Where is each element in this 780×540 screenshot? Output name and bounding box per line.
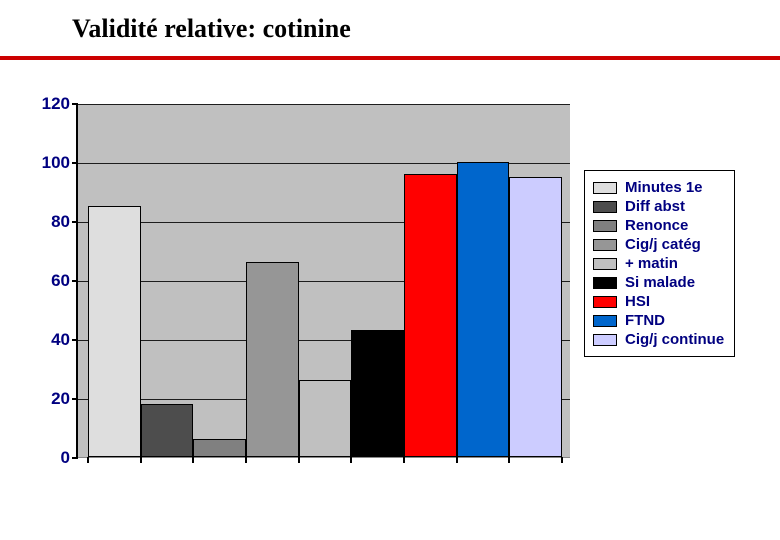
ytick-mark [72,221,78,223]
bar-chart: 020406080100120 [68,96,578,466]
legend-row: + matin [593,255,724,272]
xtick-mark [245,457,247,463]
plot-area: 020406080100120 [76,104,570,458]
legend-label: Minutes 1e [625,179,703,196]
legend-label: Renonce [625,217,688,234]
legend-swatch [593,277,617,289]
legend-swatch [593,258,617,270]
bar [88,206,141,457]
slide: Validité relative: cotinine 020406080100… [0,0,780,540]
bar [141,404,194,457]
xtick-mark [350,457,352,463]
ytick-mark [72,457,78,459]
ytick-mark [72,398,78,400]
xtick-mark [403,457,405,463]
bar [457,162,510,457]
legend-swatch [593,182,617,194]
title-rule [0,56,780,60]
bar [351,330,404,457]
legend-swatch [593,220,617,232]
ytick-mark [72,103,78,105]
legend: Minutes 1e Diff abst Renonce Cig/j catég + m… [584,170,735,357]
legend-swatch [593,315,617,327]
gridline [78,104,570,105]
legend-row: Minutes 1e [593,179,724,196]
ytick-mark [72,280,78,282]
legend-row: Diff abst [593,198,724,215]
legend-label: + matin [625,255,678,272]
bar [193,439,246,457]
bar [404,174,457,457]
ytick-mark [72,162,78,164]
legend-row: FTND [593,312,724,329]
legend-row: Cig/j catég [593,236,724,253]
xtick-mark [561,457,563,463]
xtick-mark [508,457,510,463]
bar [509,177,562,457]
legend-swatch [593,239,617,251]
legend-swatch [593,296,617,308]
legend-label: Si malade [625,274,695,291]
bar [246,262,299,457]
xtick-mark [140,457,142,463]
legend-row: HSI [593,293,724,310]
legend-label: FTND [625,312,665,329]
legend-swatch [593,334,617,346]
legend-swatch [593,201,617,213]
legend-label: HSI [625,293,650,310]
xtick-mark [456,457,458,463]
legend-row: Renonce [593,217,724,234]
ytick-mark [72,339,78,341]
legend-row: Cig/j continue [593,331,724,348]
legend-label: Diff abst [625,198,685,215]
legend-row: Si malade [593,274,724,291]
xtick-mark [298,457,300,463]
xtick-mark [192,457,194,463]
bar [299,380,352,457]
legend-label: Cig/j catég [625,236,701,253]
legend-label: Cig/j continue [625,331,724,348]
slide-title: Validité relative: cotinine [72,14,351,44]
xtick-mark [87,457,89,463]
